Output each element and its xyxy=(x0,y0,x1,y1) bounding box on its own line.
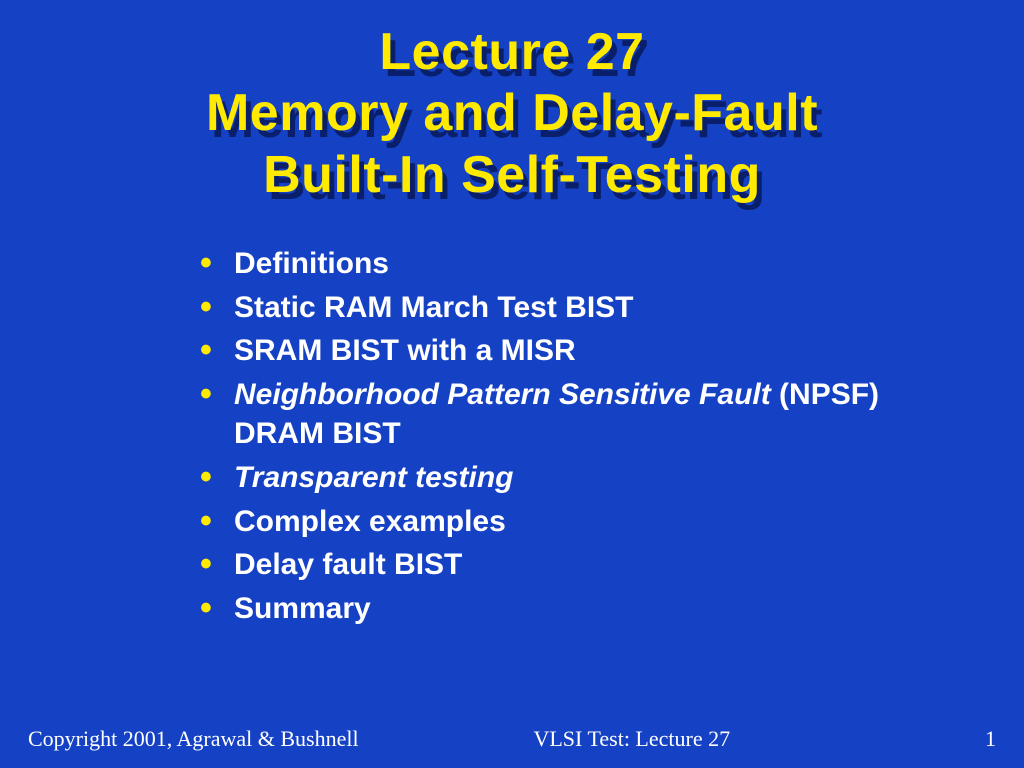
list-item: Definitions xyxy=(200,244,900,284)
title-line-2: Memory and Delay-Fault xyxy=(206,84,818,142)
footer-page-number: 1 xyxy=(985,726,996,752)
title-front: Lecture 27 Memory and Delay-Fault Built-… xyxy=(0,22,1024,206)
bullet-text: Definitions xyxy=(234,247,389,280)
bullet-list: Definitions Static RAM March Test BIST SRA… xyxy=(200,244,900,628)
footer-lecture-name: VLSI Test: Lecture 27 xyxy=(279,726,985,752)
slide-title: Lecture 27 Memory and Delay-Fault Built-… xyxy=(0,0,1024,206)
bullet-text: Transparent testing xyxy=(234,461,514,494)
list-item: Neighborhood Pattern Sensitive Fault (NP… xyxy=(200,375,900,454)
bullet-text: Complex examples xyxy=(234,505,506,538)
list-item: Delay fault BIST xyxy=(200,545,900,585)
bullet-text: Neighborhood Pattern Sensitive Fault xyxy=(234,378,771,411)
bullet-text: Delay fault BIST xyxy=(234,548,462,581)
title-line-1: Lecture 27 xyxy=(379,23,644,81)
bullet-text: Static RAM March Test BIST xyxy=(234,291,634,324)
list-item: Transparent testing xyxy=(200,458,900,498)
list-item: Summary xyxy=(200,589,900,629)
list-item: SRAM BIST with a MISR xyxy=(200,331,900,371)
bullet-text: SRAM BIST with a MISR xyxy=(234,334,576,367)
list-item: Static RAM March Test BIST xyxy=(200,288,900,328)
list-item: Complex examples xyxy=(200,502,900,542)
title-line-3: Built-In Self-Testing xyxy=(263,146,761,204)
bullet-text: Summary xyxy=(234,592,371,625)
slide-footer: Copyright 2001, Agrawal & Bushnell VLSI … xyxy=(0,726,1024,752)
